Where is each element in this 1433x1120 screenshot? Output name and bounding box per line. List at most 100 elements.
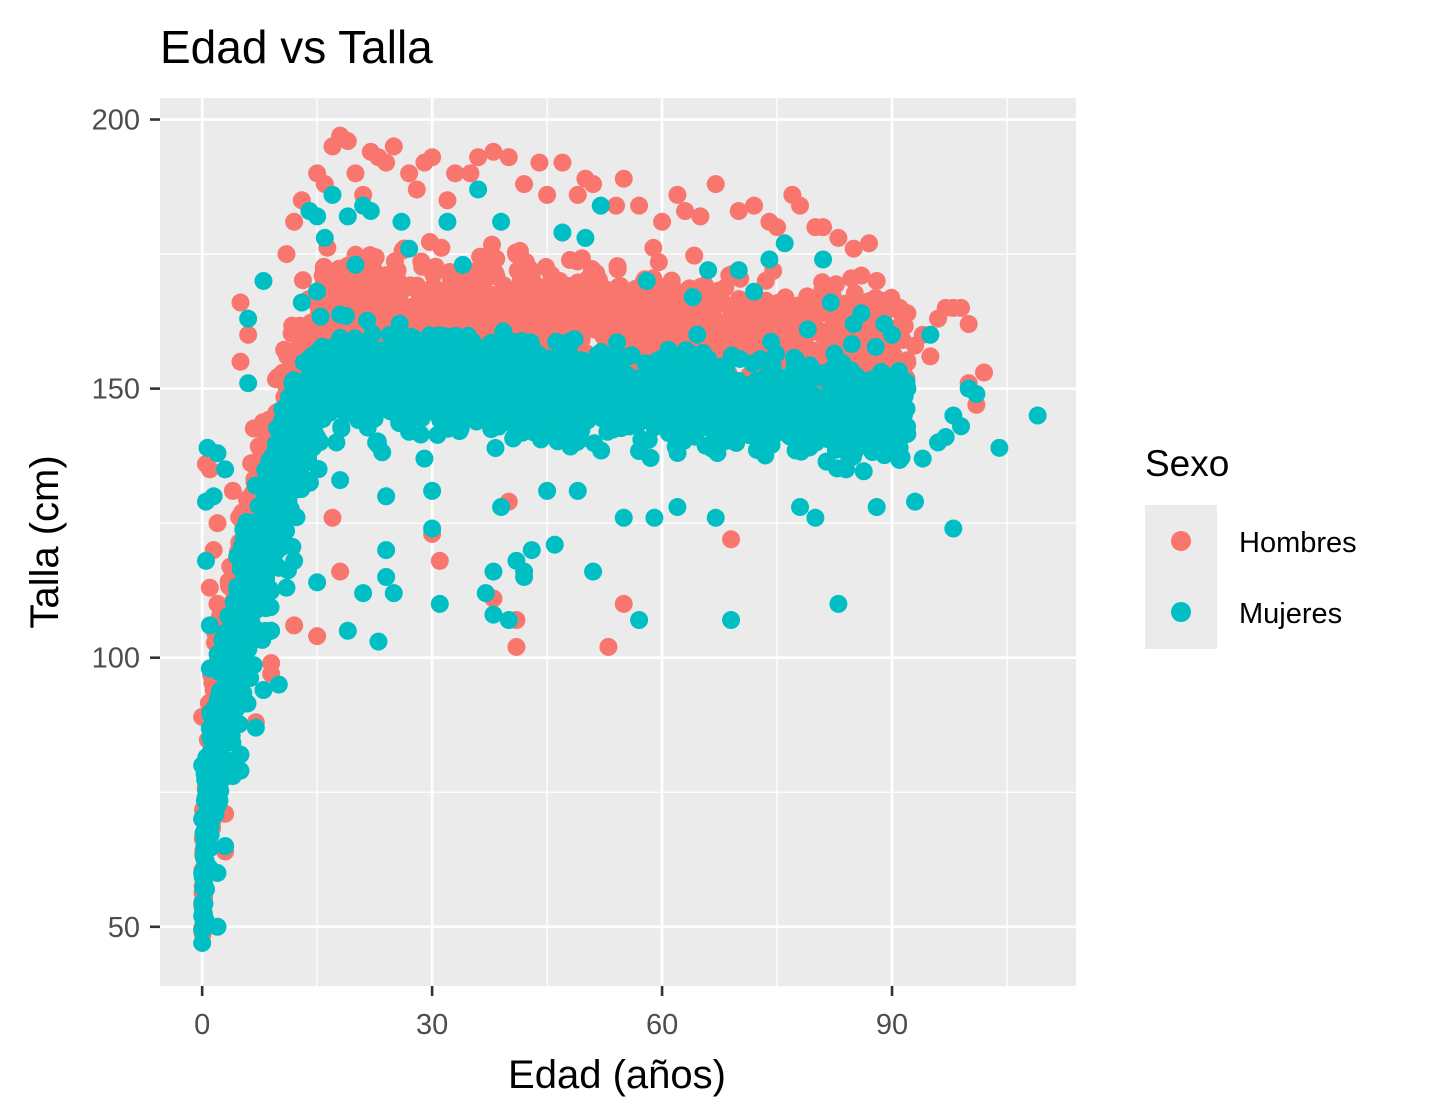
data-point — [867, 271, 886, 290]
data-point — [486, 439, 505, 458]
data-point — [722, 611, 741, 630]
data-point — [223, 481, 242, 500]
data-point — [649, 253, 668, 272]
data-point — [302, 402, 321, 421]
data-point — [592, 287, 611, 306]
data-point — [906, 492, 925, 511]
data-point — [614, 508, 633, 527]
data-point — [668, 443, 687, 462]
legend-label-mujeres: Mujeres — [1239, 598, 1342, 630]
data-point — [756, 307, 775, 326]
data-point — [411, 425, 430, 444]
data-point — [538, 481, 557, 500]
x-tick-label: 0 — [194, 1009, 210, 1041]
data-point — [515, 562, 534, 581]
data-point — [445, 343, 464, 362]
data-point — [852, 266, 871, 285]
data-point — [662, 308, 681, 327]
data-point — [440, 327, 459, 346]
data-point — [325, 337, 344, 356]
data-point — [269, 675, 288, 694]
data-point — [388, 364, 407, 383]
data-point — [372, 362, 391, 381]
data-point — [400, 335, 419, 354]
data-point — [318, 367, 337, 386]
data-point — [400, 164, 419, 183]
data-point — [331, 471, 350, 490]
data-point — [750, 389, 769, 408]
data-point — [691, 417, 710, 436]
data-point — [456, 407, 475, 426]
data-point — [814, 322, 833, 341]
data-point — [244, 419, 263, 438]
data-point — [762, 332, 781, 351]
data-point — [599, 637, 618, 656]
data-point — [745, 282, 764, 301]
data-point — [489, 417, 508, 436]
data-point — [671, 323, 690, 342]
data-point — [712, 413, 731, 432]
data-point — [483, 235, 502, 254]
data-point — [377, 567, 396, 586]
data-point — [193, 756, 212, 775]
data-point — [582, 260, 601, 279]
data-point — [837, 460, 856, 479]
data-point — [200, 616, 219, 635]
data-point — [323, 185, 342, 204]
data-point — [424, 382, 443, 401]
data-point — [273, 411, 292, 430]
data-point — [299, 418, 318, 437]
data-point — [292, 293, 311, 312]
data-point — [584, 562, 603, 581]
data-point — [476, 584, 495, 603]
data-point — [553, 383, 572, 402]
data-point — [338, 621, 357, 640]
data-point — [574, 352, 593, 371]
data-point — [637, 271, 656, 290]
data-point — [806, 508, 825, 527]
data-point — [785, 357, 804, 376]
data-point — [706, 508, 725, 527]
data-point — [361, 202, 380, 221]
data-point — [719, 426, 738, 445]
data-point — [430, 594, 449, 613]
data-point — [592, 441, 611, 460]
data-point — [510, 241, 529, 260]
data-point — [203, 788, 222, 807]
data-point — [883, 325, 902, 344]
data-point — [240, 561, 259, 580]
data-point — [811, 413, 830, 432]
data-point — [735, 405, 754, 424]
data-point — [494, 322, 513, 341]
data-point — [629, 442, 648, 461]
data-point — [329, 385, 348, 404]
data-point — [471, 247, 490, 266]
data-point — [285, 616, 304, 635]
data-point — [332, 353, 351, 372]
data-point — [230, 715, 249, 734]
data-point — [327, 433, 346, 452]
data-point — [668, 498, 687, 517]
data-point — [768, 218, 787, 237]
data-point — [644, 306, 663, 325]
data-point — [944, 519, 963, 538]
legend-title: Sexo — [1145, 443, 1229, 484]
data-point — [309, 460, 328, 479]
points-layer — [193, 126, 1047, 952]
data-point — [842, 335, 861, 354]
data-point — [607, 196, 626, 215]
data-point — [298, 375, 317, 394]
data-point — [612, 382, 631, 401]
data-point — [277, 245, 296, 264]
data-point — [975, 363, 994, 382]
data-point — [257, 518, 276, 537]
data-point — [740, 302, 759, 321]
data-point — [492, 286, 511, 305]
data-point — [857, 350, 876, 369]
data-point — [346, 255, 365, 274]
data-point — [413, 300, 432, 319]
data-point — [384, 584, 403, 603]
data-point — [336, 306, 355, 325]
data-point — [232, 537, 251, 556]
data-point — [798, 320, 817, 339]
